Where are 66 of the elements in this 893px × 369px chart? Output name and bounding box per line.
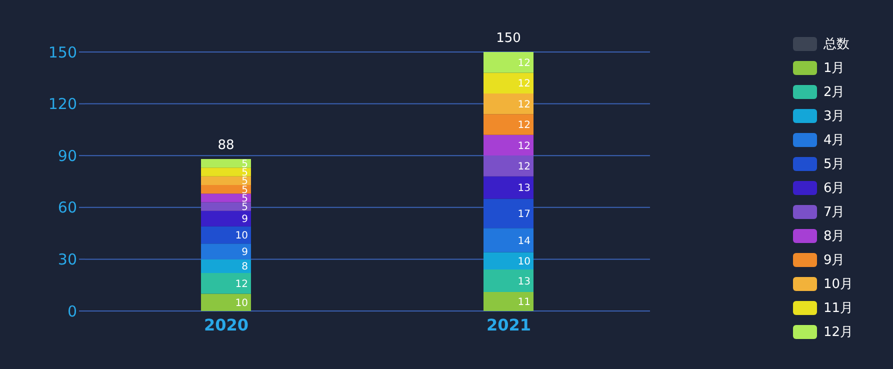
bar: [484, 176, 534, 199]
data-label: 5: [242, 202, 248, 214]
y-tick-label: 0: [67, 302, 77, 320]
legend-label: 1月: [823, 60, 845, 77]
legend-label: 6月: [823, 180, 845, 197]
bar: [201, 226, 251, 244]
bar: [484, 93, 534, 114]
legend-label: 3月: [823, 108, 845, 125]
bar: [484, 114, 534, 135]
legend-label: 10月: [823, 276, 853, 293]
data-label: 12: [518, 99, 530, 110]
data-label: 10: [235, 298, 248, 309]
bar: [201, 194, 251, 202]
bar: [201, 168, 251, 176]
bar: [484, 270, 534, 292]
bar: [484, 228, 534, 252]
total-label: 150: [496, 31, 521, 46]
bar: [201, 210, 251, 226]
data-label: 12: [518, 162, 530, 173]
bar: [484, 292, 534, 311]
legend-label: 4月: [823, 132, 845, 149]
data-label: 17: [518, 208, 530, 220]
y-tick-label: 150: [48, 43, 77, 62]
bar: [484, 72, 534, 94]
x-tick-label: 2021: [486, 315, 532, 334]
data-label: 12: [518, 78, 530, 90]
bar: [201, 244, 251, 260]
data-label: 9: [242, 246, 248, 258]
legend-label: 2月: [823, 84, 845, 101]
bar: [484, 198, 534, 228]
bar: [484, 156, 534, 176]
bar: [201, 273, 251, 294]
data-label: 13: [518, 276, 530, 288]
bar: [201, 202, 251, 211]
data-label: 14: [518, 236, 530, 247]
data-label: 9: [242, 214, 248, 226]
data-label: 12: [518, 140, 530, 152]
y-tick-label: 60: [58, 198, 77, 217]
total-label: 88: [218, 138, 234, 154]
data-label: 13: [518, 183, 530, 194]
data-label: 10: [235, 230, 248, 242]
y-tick-label: 90: [58, 146, 77, 165]
bar: [484, 252, 534, 270]
bar: [484, 134, 534, 156]
data-label: 12: [518, 120, 530, 132]
bar: [201, 176, 251, 185]
legend-label: 8月: [823, 228, 845, 245]
legend-title: 总数: [823, 36, 850, 53]
x-tick-label: 2020: [204, 315, 249, 334]
data-label: 8: [242, 262, 248, 273]
legend-label: 7月: [823, 204, 845, 221]
bar: [484, 52, 534, 73]
data-label: 11: [518, 297, 530, 308]
y-tick-label: 120: [48, 95, 77, 114]
bar: [201, 259, 251, 274]
legend-label: 5月: [823, 156, 845, 173]
bar: [201, 159, 251, 168]
data-label: 12: [235, 278, 248, 290]
bar: [201, 294, 251, 311]
legend-label: 9月: [823, 252, 845, 269]
data-label: 10: [518, 256, 530, 268]
y-tick-label: 30: [58, 250, 77, 269]
legend-label: 11月: [823, 300, 853, 317]
legend-label: 12月: [823, 324, 853, 341]
bar: [201, 184, 251, 194]
data-label: 12: [518, 58, 530, 69]
